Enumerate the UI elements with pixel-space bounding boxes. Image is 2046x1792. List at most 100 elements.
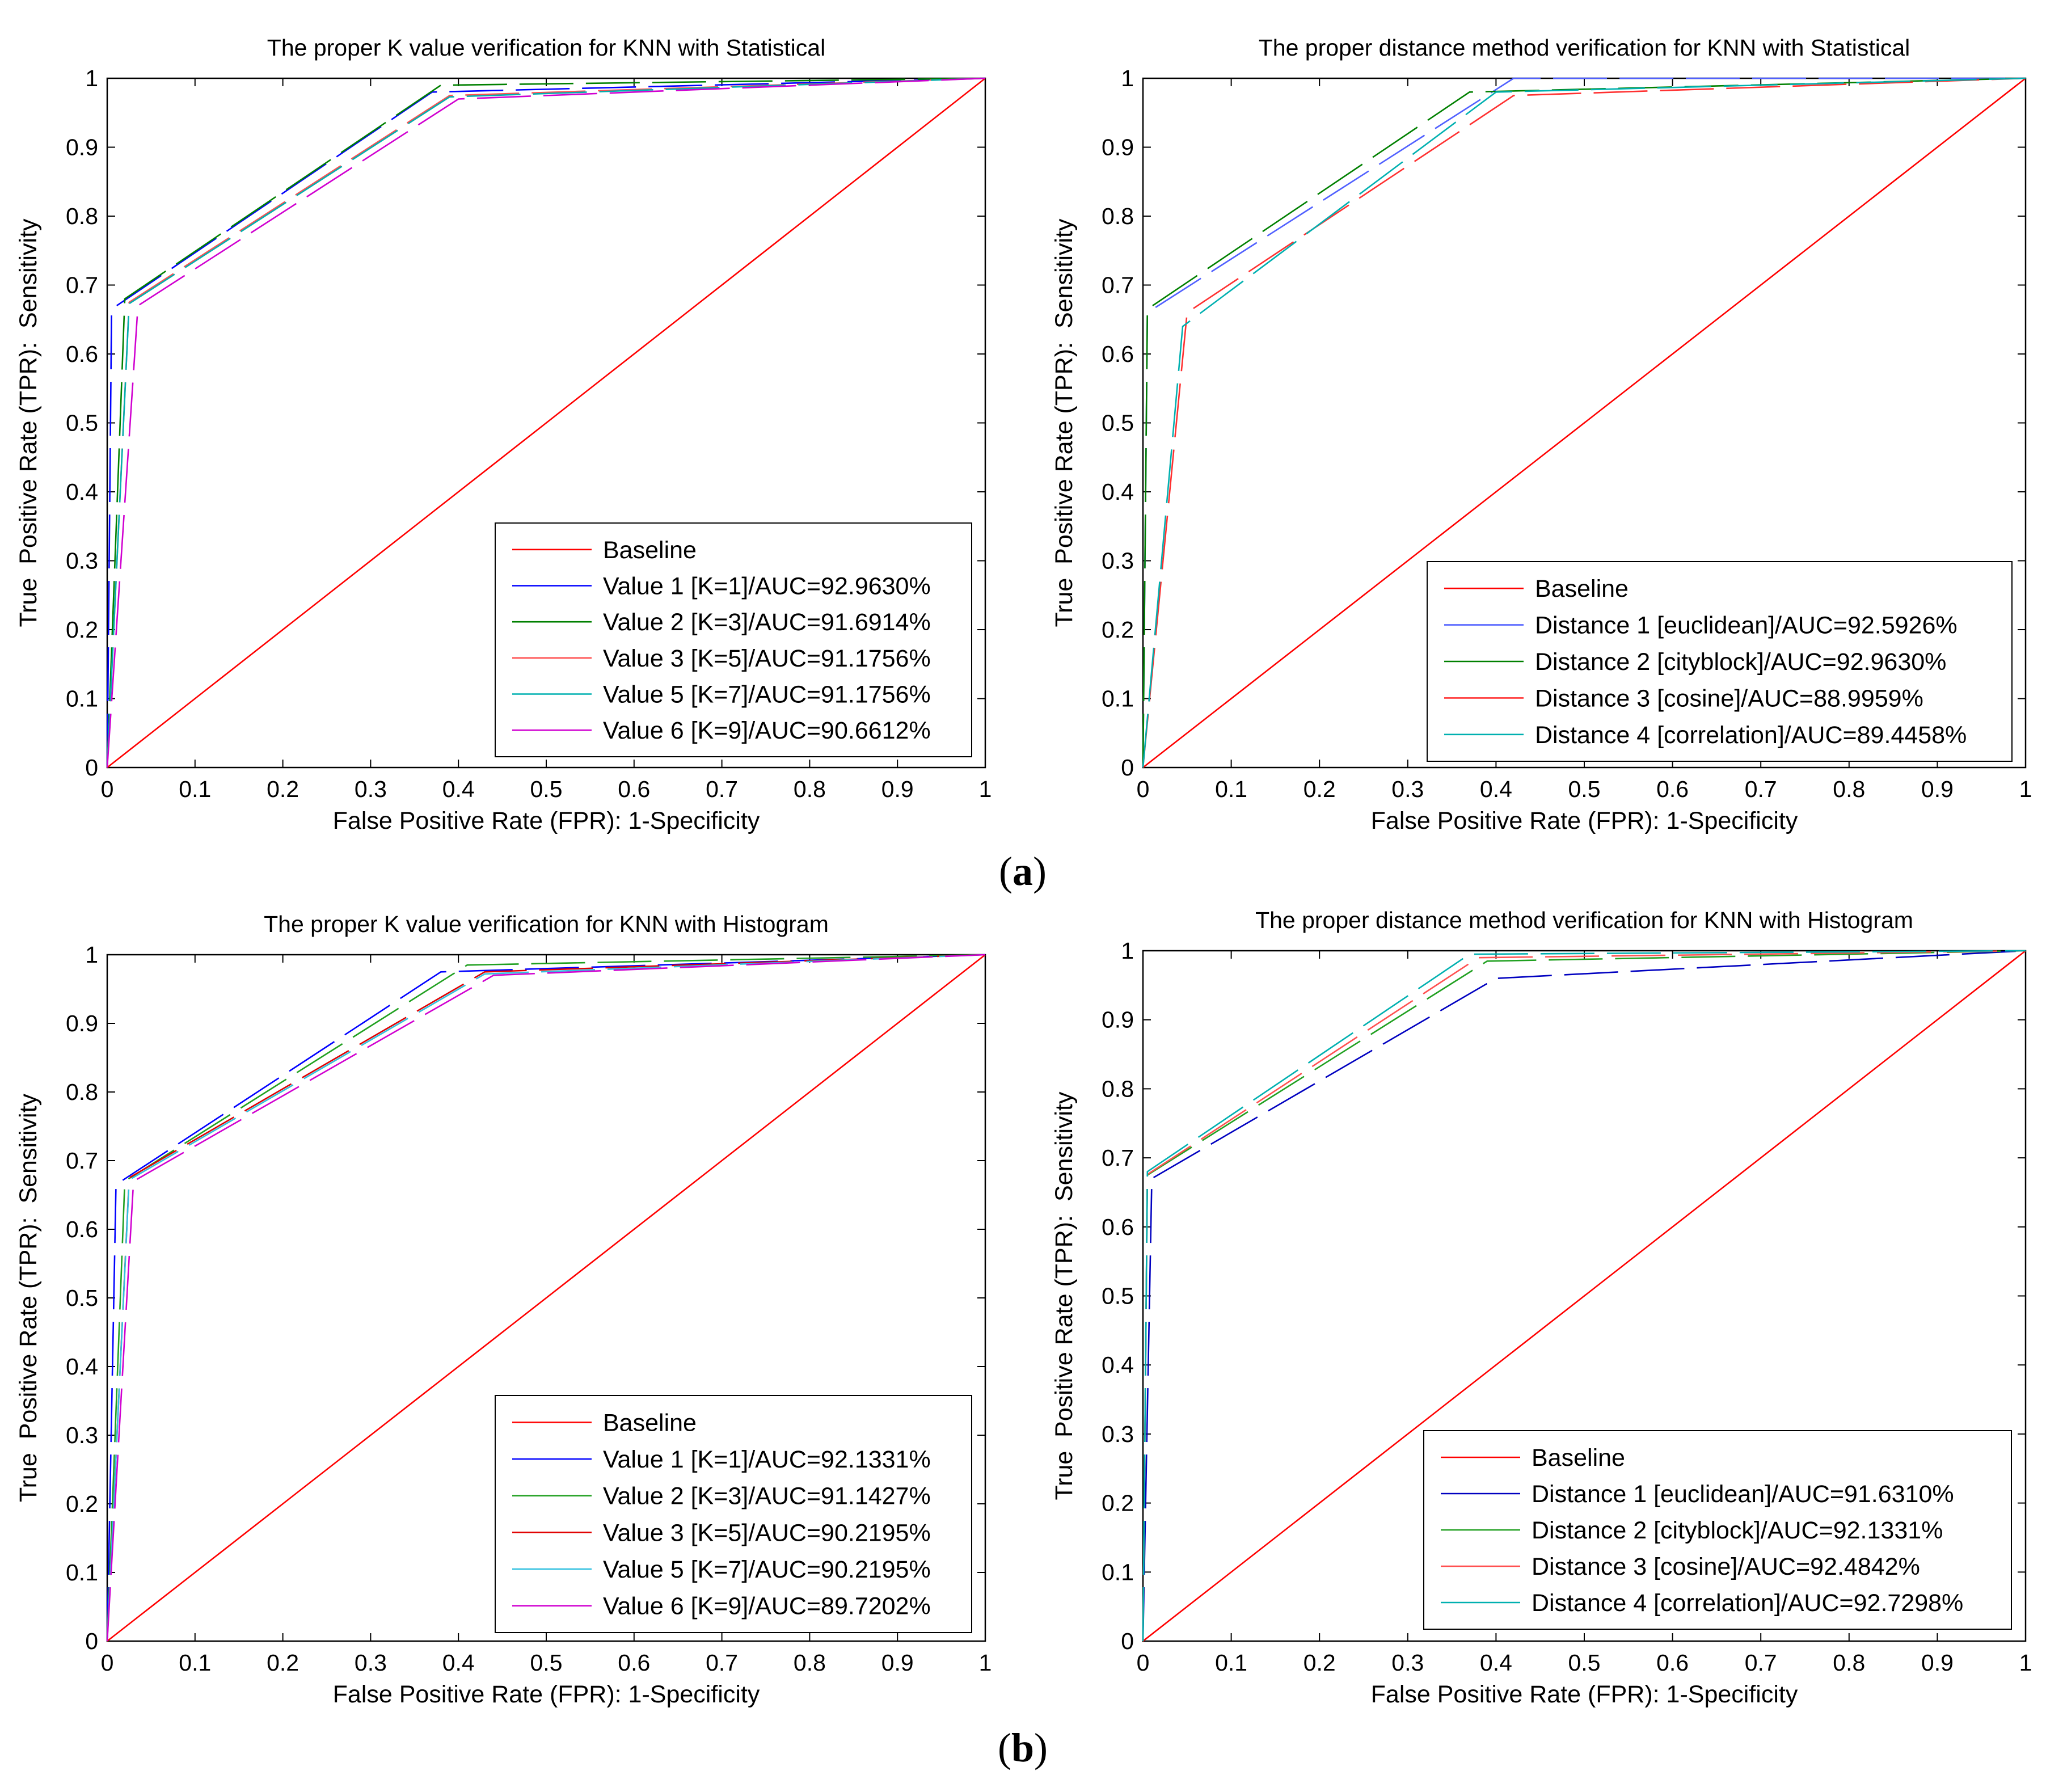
x-tick-label: 0.5 bbox=[530, 776, 563, 802]
y-tick-label: 0.5 bbox=[1102, 1283, 1134, 1309]
x-tick-label: 0.9 bbox=[881, 776, 914, 802]
y-tick-label: 0.7 bbox=[66, 1148, 98, 1174]
x-tick-label: 0.8 bbox=[1833, 1650, 1865, 1676]
y-tick-label: 0 bbox=[85, 1628, 98, 1654]
series-line-3 bbox=[1142, 77, 2026, 768]
y-tick-label: 0.3 bbox=[66, 1422, 98, 1448]
y-tick-label: 0.4 bbox=[1102, 1352, 1134, 1378]
x-tick-label: 0 bbox=[1137, 1650, 1150, 1676]
legend-entry: Distance 3 [cosine]/AUC=88.9959% bbox=[1535, 685, 1923, 712]
y-tick-label: 0.3 bbox=[1102, 548, 1134, 574]
series-line-4 bbox=[1142, 77, 2026, 768]
legend-entry: Value 6 [K=9]/AUC=89.7202% bbox=[603, 1593, 931, 1620]
y-tick-label: 0.9 bbox=[1102, 1007, 1134, 1033]
roc-chart-2: The proper K value verification for KNN … bbox=[15, 911, 992, 1708]
x-axis-label: False Positive Rate (FPR): 1-Specificity bbox=[333, 807, 760, 834]
x-tick-label: 0.6 bbox=[1656, 776, 1689, 802]
y-axis-label: True Positive Rate (TPR): Sensitivity bbox=[1051, 218, 1078, 627]
y-tick-label: 0.6 bbox=[1102, 1214, 1134, 1240]
x-tick-label: 0.3 bbox=[1391, 776, 1424, 802]
legend-entry: Distance 4 [correlation]/AUC=89.4458% bbox=[1535, 722, 1967, 749]
y-tick-label: 0.2 bbox=[66, 617, 98, 643]
x-tick-label: 0.4 bbox=[1480, 1650, 1512, 1676]
x-tick-label: 0.8 bbox=[794, 1650, 826, 1676]
x-tick-label: 0.1 bbox=[1215, 776, 1247, 802]
y-tick-label: 0.2 bbox=[1102, 1490, 1134, 1516]
x-tick-label: 0.2 bbox=[1303, 1650, 1336, 1676]
x-tick-label: 0.5 bbox=[530, 1650, 563, 1676]
chart-title: The proper distance method verification … bbox=[1255, 907, 1913, 933]
x-tick-label: 0.7 bbox=[706, 1650, 738, 1676]
legend-entry: Baseline bbox=[603, 537, 697, 564]
x-tick-label: 0.5 bbox=[1568, 776, 1601, 802]
series-line-1 bbox=[1142, 950, 2026, 1642]
roc-chart-1: The proper distance method verification … bbox=[1051, 35, 2032, 834]
series-line-2 bbox=[106, 77, 986, 768]
legend-entry: Value 2 [K=3]/AUC=91.1427% bbox=[603, 1483, 931, 1510]
x-tick-label: 0.2 bbox=[1303, 776, 1336, 802]
chart-title: The proper distance method verification … bbox=[1259, 35, 1910, 61]
x-tick-label: 0.3 bbox=[1391, 1650, 1424, 1676]
y-tick-label: 0.8 bbox=[66, 203, 98, 229]
series-line-0 bbox=[1142, 950, 2026, 1642]
roc-chart-0: The proper K value verification for KNN … bbox=[15, 35, 992, 834]
panel-label-a: (a) bbox=[999, 848, 1047, 895]
series-line-0 bbox=[1142, 77, 2026, 769]
x-tick-label: 0.8 bbox=[1833, 776, 1865, 802]
y-tick-label: 0.5 bbox=[66, 1285, 98, 1311]
y-tick-label: 0.4 bbox=[66, 479, 98, 505]
legend: Baseline Value 1 [K=1]/AUC=92.1331% Value … bbox=[495, 1395, 972, 1633]
x-tick-label: 0.9 bbox=[1921, 776, 1954, 802]
y-tick-label: 0.2 bbox=[66, 1491, 98, 1517]
chart-title: The proper K value verification for KNN … bbox=[264, 911, 829, 937]
y-tick-label: 1 bbox=[85, 942, 98, 968]
legend-entry: Value 3 [K=5]/AUC=90.2195% bbox=[603, 1519, 931, 1546]
y-axis-label: True Positive Rate (TPR): Sensitivity bbox=[1051, 1091, 1078, 1500]
x-tick-label: 0.5 bbox=[1568, 1650, 1601, 1676]
panel-label-a-letter: a bbox=[1013, 849, 1033, 894]
series-line-1 bbox=[106, 954, 986, 1642]
x-tick-label: 0.2 bbox=[267, 776, 299, 802]
y-tick-label: 0 bbox=[1121, 1628, 1134, 1654]
y-tick-label: 0.3 bbox=[1102, 1421, 1134, 1447]
y-axis-label: True Positive Rate (TPR): Sensitivity bbox=[15, 1093, 42, 1502]
x-axis-label: False Positive Rate (FPR): 1-Specificity bbox=[333, 1681, 760, 1708]
x-tick-label: 1 bbox=[2019, 1650, 2032, 1676]
y-tick-label: 0.9 bbox=[66, 1010, 98, 1036]
x-tick-label: 0.2 bbox=[267, 1650, 299, 1676]
legend-box bbox=[495, 522, 972, 757]
y-tick-label: 0.1 bbox=[1102, 686, 1134, 712]
x-tick-label: 1 bbox=[979, 1650, 992, 1676]
y-tick-label: 0.6 bbox=[1102, 341, 1134, 367]
legend: Baseline Value 1 [K=1]/AUC=92.9630% Value … bbox=[495, 522, 972, 757]
x-tick-label: 0.1 bbox=[179, 776, 211, 802]
x-axis-label: False Positive Rate (FPR): 1-Specificity bbox=[1371, 1681, 1798, 1708]
x-tick-label: 0 bbox=[101, 776, 114, 802]
legend-entry: Distance 1 [euclidean]/AUC=92.5926% bbox=[1535, 612, 1958, 639]
series-line-2 bbox=[106, 954, 986, 1642]
y-tick-label: 0.8 bbox=[1102, 203, 1134, 229]
y-tick-label: 0.1 bbox=[1102, 1559, 1134, 1585]
x-tick-label: 0.1 bbox=[179, 1650, 211, 1676]
y-tick-label: 0.4 bbox=[66, 1354, 98, 1380]
series-line-5 bbox=[106, 77, 986, 768]
x-tick-label: 0.6 bbox=[618, 776, 650, 802]
legend-box bbox=[1423, 1430, 2012, 1630]
legend-entry: Value 5 [K=7]/AUC=90.2195% bbox=[603, 1556, 931, 1583]
roc-chart-3: The proper distance method verification … bbox=[1051, 907, 2032, 1708]
legend: Baseline Distance 1 [euclidean]/AUC=91.63… bbox=[1423, 1430, 2012, 1630]
x-tick-label: 0.7 bbox=[1745, 776, 1777, 802]
series-line-2 bbox=[1142, 77, 2026, 768]
legend-entry: Distance 2 [cityblock]/AUC=92.1331% bbox=[1532, 1517, 1943, 1544]
y-tick-label: 1 bbox=[1121, 65, 1134, 91]
series-line-0 bbox=[107, 77, 986, 769]
x-tick-label: 0 bbox=[101, 1650, 114, 1676]
x-axis-label: False Positive Rate (FPR): 1-Specificity bbox=[1371, 807, 1798, 834]
legend-entry: Baseline bbox=[603, 1409, 697, 1436]
legend-entry: Value 2 [K=3]/AUC=91.6914% bbox=[603, 609, 931, 636]
y-tick-label: 0.2 bbox=[1102, 617, 1134, 643]
x-tick-label: 0.3 bbox=[355, 1650, 387, 1676]
legend-entry: Distance 3 [cosine]/AUC=92.4842% bbox=[1532, 1553, 1920, 1580]
